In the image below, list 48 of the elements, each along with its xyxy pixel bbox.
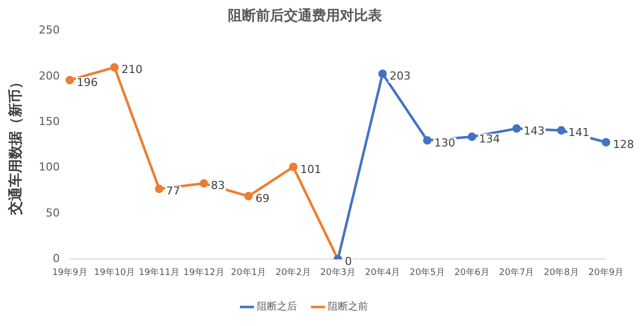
point (66, 76, 74, 84)
x-tick-label: 20年1月 (230, 266, 266, 278)
point (512, 124, 521, 133)
legend-label: 阻断之后 (257, 300, 297, 313)
x-tick-label: 20年3月 (320, 266, 356, 278)
data-label: 196 (76, 76, 98, 89)
chart-title: 阻断前后交通费用对比表 (228, 7, 383, 24)
point (200, 179, 208, 188)
x-tick-label: 20年8月 (544, 266, 579, 278)
y-tick-label: 150 (38, 115, 60, 128)
x-tick-label: 20年4月 (364, 266, 400, 278)
x-tick-label: 20年9月 (588, 266, 624, 278)
y-tick-label: 200 (38, 69, 60, 82)
point (468, 132, 476, 142)
y-tick-label: 250 (38, 24, 60, 37)
y-tick-label: 50 (46, 206, 60, 220)
data-label: 210 (121, 63, 142, 76)
x-tick-label: 20年6月 (454, 266, 490, 278)
data-label: 130 (434, 136, 456, 150)
point (557, 126, 566, 135)
data-label: 101 (300, 162, 322, 176)
point (244, 192, 253, 200)
data-label: 134 (478, 132, 500, 146)
x-tick-label: 19年10月 (94, 266, 135, 278)
data-label: 83 (210, 179, 225, 192)
data-label: 128 (613, 138, 634, 152)
x-tick-label: 20年7月 (499, 266, 534, 278)
legend-label: 阻断之前 (328, 300, 368, 313)
point (288, 162, 298, 172)
x-tick-label: 20年2月 (276, 266, 311, 278)
point (378, 69, 387, 78)
data-label: 77 (166, 184, 180, 198)
x-tick-label: 20年5月 (410, 266, 445, 278)
point (423, 136, 432, 145)
data-label: 0 (344, 255, 352, 268)
point (110, 63, 119, 72)
y-tick-label: 100 (38, 160, 60, 174)
x-tick-label: 19年12月 (183, 266, 224, 278)
data-label: 69 (256, 192, 270, 206)
y-axis-title: 交通车用数据（新币） (7, 75, 24, 216)
x-tick-label: 19年11月 (138, 266, 180, 278)
point (602, 138, 610, 147)
data-label: 203 (390, 70, 411, 83)
data-label: 141 (568, 126, 590, 140)
point (154, 184, 164, 194)
data-label: 143 (524, 124, 545, 138)
y-tick-label: 0 (52, 252, 60, 266)
x-tick-label: 19年9月 (52, 266, 88, 278)
